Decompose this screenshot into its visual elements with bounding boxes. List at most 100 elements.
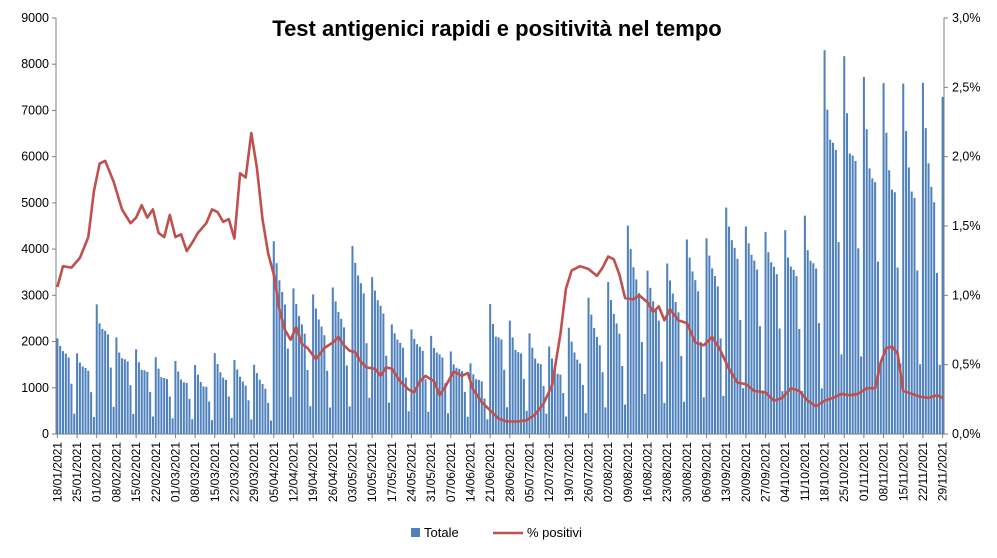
- left-tick-label: 7000: [21, 103, 49, 117]
- bar-totale: [784, 230, 787, 434]
- x-tick-label: 18/10/2021: [818, 442, 832, 502]
- bar-totale: [562, 392, 565, 434]
- bar-totale: [298, 316, 301, 434]
- x-tick-label: 15/03/2021: [208, 442, 222, 502]
- bar-totale: [489, 304, 492, 434]
- bar-totale: [461, 371, 464, 434]
- x-tick-label: 25/01/2021: [70, 442, 84, 502]
- bar-totale: [764, 231, 767, 434]
- bar-totale: [941, 96, 944, 434]
- right-tick-label: 3,0%: [952, 11, 981, 25]
- bar-totale: [106, 334, 109, 434]
- bar-totale: [747, 243, 750, 434]
- bar-totale: [862, 76, 865, 434]
- left-tick-label: 1000: [21, 381, 49, 395]
- bar-totale: [202, 386, 205, 434]
- bar-totale: [817, 323, 820, 434]
- bar-totale: [702, 397, 705, 434]
- bar-totale: [601, 372, 604, 434]
- bar-totale: [711, 268, 714, 434]
- bar-totale: [250, 419, 253, 434]
- bar-totale: [587, 297, 590, 434]
- bar-totale: [857, 248, 860, 434]
- bar-totale: [626, 225, 629, 434]
- bar-totale: [295, 303, 298, 434]
- bar-totale: [798, 328, 801, 434]
- bar-totale: [621, 366, 624, 434]
- bar-totale: [829, 139, 832, 434]
- bar-totale: [328, 407, 331, 434]
- bar-totale: [98, 323, 101, 434]
- left-tick-label: 9000: [21, 11, 49, 25]
- bar-totale: [643, 394, 646, 434]
- bar-totale: [289, 396, 292, 434]
- bar-totale: [657, 320, 660, 434]
- bar-totale: [87, 370, 90, 434]
- legend-swatch-totale: [411, 528, 420, 537]
- x-tick-label: 25/10/2021: [837, 442, 851, 502]
- bar-totale: [447, 413, 450, 434]
- bar-totale: [300, 324, 303, 434]
- bar-totale: [671, 293, 674, 434]
- bar-totale: [210, 420, 213, 434]
- bar-totale: [466, 416, 469, 434]
- x-tick-label: 08/02/2021: [109, 442, 123, 502]
- bar-totale: [789, 266, 792, 434]
- bar-totale: [343, 327, 346, 434]
- bar-totale: [927, 163, 930, 434]
- bar-totale: [595, 336, 598, 434]
- left-tick-label: 0: [42, 427, 49, 441]
- bar-totale: [258, 379, 261, 434]
- left-tick-label: 4000: [21, 242, 49, 256]
- bar-totale: [514, 349, 517, 434]
- bar-totale: [76, 353, 79, 434]
- bar-totale: [284, 304, 287, 434]
- x-tick-label: 28/06/2021: [503, 442, 517, 502]
- right-axis-ticks: 0,0% 0,5% 1,0% 1,5% 2,0% 2,5% 3,0%: [944, 11, 981, 441]
- bar-totale: [713, 276, 716, 434]
- bar-totale: [677, 312, 680, 434]
- bar-totale: [410, 329, 413, 434]
- bar-totale: [674, 302, 677, 434]
- bar-totale: [497, 337, 500, 434]
- bar-totale: [888, 170, 891, 434]
- bar-totale: [239, 376, 242, 434]
- bar-totale: [806, 250, 809, 434]
- bar-totale: [70, 383, 73, 434]
- bar-totale: [402, 347, 405, 434]
- bar-totale: [632, 267, 635, 434]
- bar-totale: [893, 192, 896, 434]
- bar-totale: [520, 353, 523, 434]
- bar-totale: [92, 416, 95, 434]
- bar-totale: [191, 419, 194, 434]
- bar-totale: [865, 129, 868, 435]
- bar-totale: [607, 281, 610, 434]
- bar-totale: [831, 142, 835, 435]
- bar-totale: [885, 132, 888, 434]
- x-tick-label: 29/03/2021: [247, 442, 261, 502]
- bar-totale: [104, 330, 107, 434]
- x-tick-label: 01/11/2021: [857, 442, 871, 501]
- bar-totale: [823, 50, 826, 435]
- bar-totale: [652, 301, 655, 434]
- bar-totale: [699, 342, 702, 434]
- bar-totale: [933, 202, 936, 434]
- bar-totale: [143, 370, 146, 434]
- bar-totale: [910, 191, 913, 434]
- bar-totale: [663, 402, 666, 434]
- bar-totale: [860, 356, 863, 434]
- bar-totale: [477, 379, 480, 434]
- bar-totale: [441, 357, 444, 434]
- x-tick-label: 30/08/2021: [680, 442, 694, 502]
- bar-totale: [708, 255, 711, 434]
- bar-totale: [787, 257, 790, 434]
- x-tick-label: 19/07/2021: [562, 442, 576, 502]
- legend-label-positivi: % positivi: [527, 525, 582, 540]
- bar-totale: [567, 327, 570, 434]
- bar-totale: [194, 365, 197, 434]
- bar-totale: [90, 392, 93, 434]
- bar-totale: [334, 301, 337, 434]
- bar-totale: [795, 276, 798, 434]
- bar-totale: [756, 269, 759, 434]
- bar-totale: [368, 397, 371, 434]
